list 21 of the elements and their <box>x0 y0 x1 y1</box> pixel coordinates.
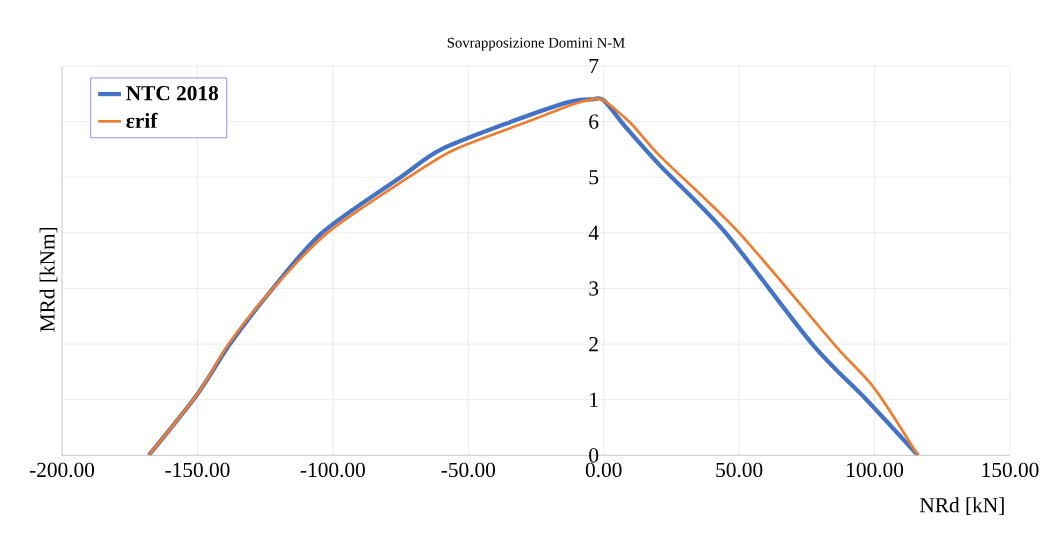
x-tick-label: 50.00 <box>716 462 763 478</box>
y-tick-label: 0 <box>589 448 599 463</box>
y-tick-label: 6 <box>589 114 599 129</box>
x-tick-label: 150.00 <box>982 462 1039 478</box>
legend-label: εrif <box>126 112 158 129</box>
y-axis-title: MRd [kNm] <box>39 227 58 332</box>
y-tick-label: 1 <box>590 392 598 407</box>
x-tick-label: -150.00 <box>165 462 230 478</box>
y-tick-label: 7 <box>589 59 599 73</box>
y-tick-label: 4 <box>588 225 599 240</box>
x-tick-label: -200.00 <box>29 462 95 478</box>
x-axis-title: NRd [kN] <box>919 497 1004 516</box>
y-tick-label: 2 <box>589 337 598 352</box>
x-tick-label: 100.00 <box>847 462 904 478</box>
x-tick-label: -100.00 <box>300 462 365 478</box>
x-tick-label: 0.00 <box>585 462 622 478</box>
legend-label: NTC 2018 <box>126 85 219 101</box>
chart-title: Sovrapposizione Domini N-M <box>447 37 625 51</box>
y-tick-label: 3 <box>589 281 599 296</box>
y-tick-label: 5 <box>589 170 599 185</box>
x-tick-label: -50.00 <box>441 462 496 478</box>
